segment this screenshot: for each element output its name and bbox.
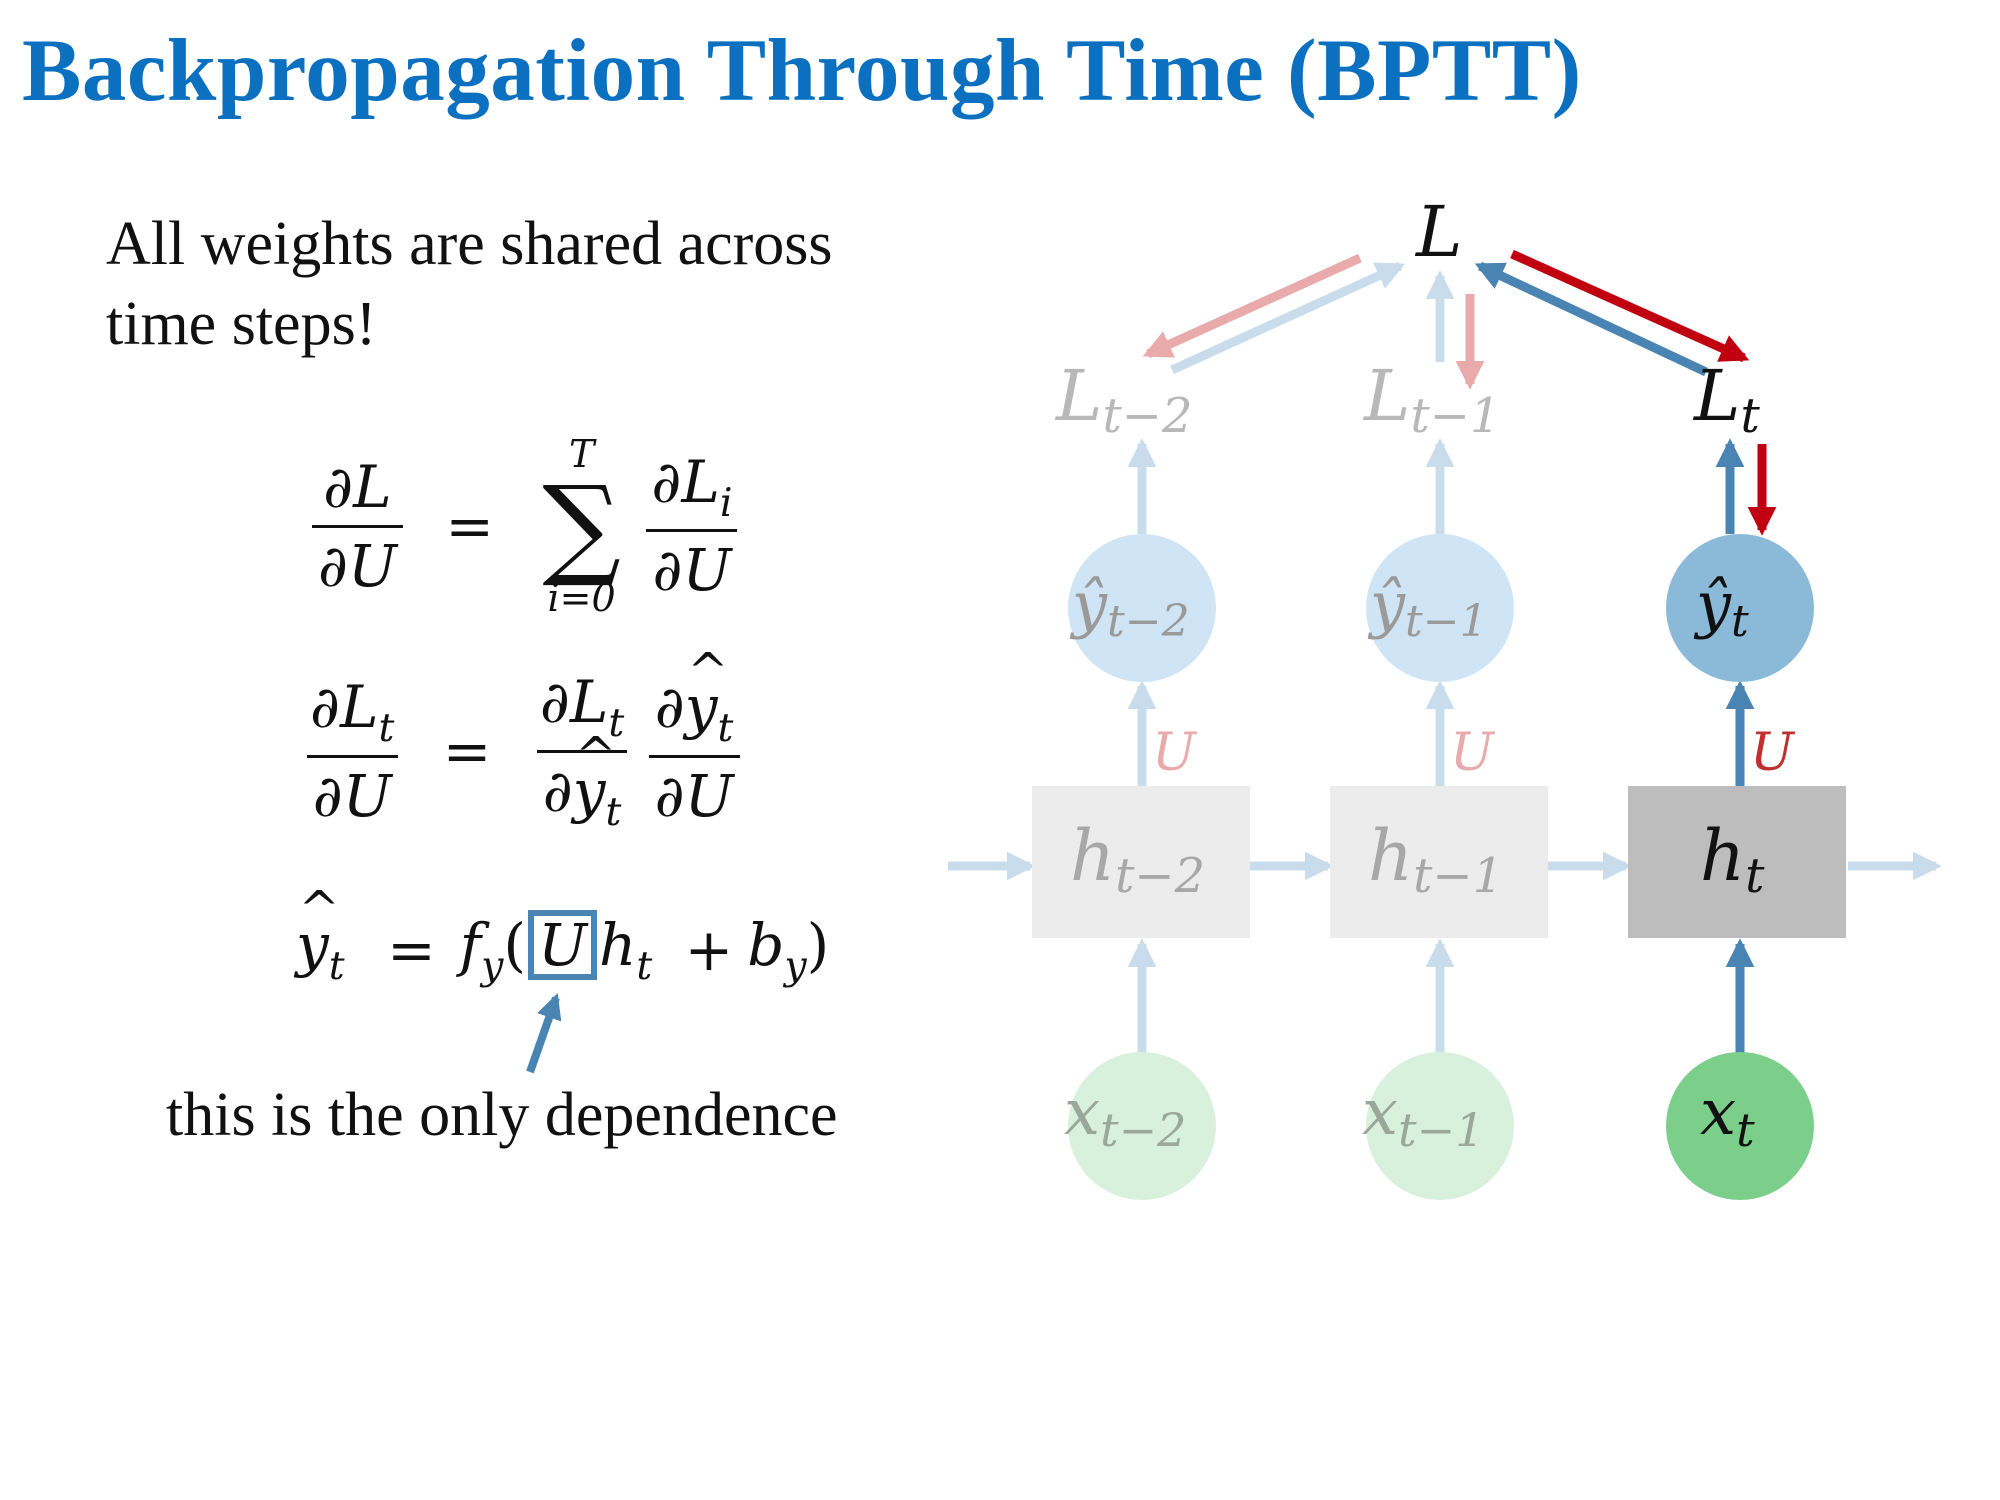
sum-lower-limit: i=0 [547, 576, 616, 620]
second-factor-denominator: ∂U [648, 754, 740, 830]
pointer-arrow [526, 993, 562, 1074]
lhs-numerator: ∂L [323, 452, 392, 521]
hidden-label-1: ht−2 [1070, 815, 1205, 904]
equation-total-gradient: ∂L ∂U = T ∑ i=0 ∂Li ∂U [312, 432, 738, 620]
highlighted-weight-U: U [528, 910, 597, 980]
input-node-2 [1366, 1052, 1514, 1200]
close-paren: ) [806, 911, 830, 979]
equation-chain-rule: ∂Lt ∂U = ∂Lt ∂yt ∂yt ∂U [304, 642, 740, 835]
loss-label-1: Lt−2 [1054, 355, 1193, 444]
hidden-node-2 [1330, 786, 1548, 938]
hidden-label-2: ht−1 [1368, 815, 1503, 904]
plus-sign: + [684, 915, 734, 984]
output-label-1: ŷt−2 [1069, 568, 1190, 647]
bias-b: b [747, 911, 785, 979]
equals-sign: = [442, 717, 492, 786]
hidden-label-3: ht [1700, 815, 1765, 904]
shared-weights-note: All weights are shared across time steps… [106, 210, 833, 358]
input-label-2: xt−1 [1362, 1076, 1484, 1157]
total-loss-label: L [1414, 191, 1462, 273]
rhs-fraction: ∂Li ∂U [645, 447, 738, 604]
summation: T ∑ i=0 [542, 432, 621, 620]
weight-label-3: U [1750, 723, 1796, 783]
input-node-1 [1068, 1052, 1216, 1200]
first-factor-denominator: ∂yt [536, 726, 628, 835]
loss-arrow-3 [1474, 261, 1708, 377]
lhs-numerator: ∂Lt [310, 672, 395, 751]
output-node-2 [1366, 534, 1514, 682]
output-label-2: ŷt−1 [1367, 568, 1488, 647]
lhs-fraction: ∂Lt ∂U [304, 673, 400, 830]
output-label-3: ŷt [1693, 568, 1749, 647]
equals-sign: = [445, 492, 494, 560]
first-factor: ∂Lt ∂yt [534, 668, 630, 835]
rhs-denominator: ∂U [646, 529, 738, 604]
second-factor: ∂yt ∂U [648, 642, 740, 830]
backprop-arrow-faded-1 [1142, 253, 1362, 359]
loss-label-2: Lt−1 [1362, 355, 1501, 444]
open-paren: ( [503, 911, 527, 979]
weight-label-1: U [1152, 723, 1198, 783]
input-label-1: xt−2 [1064, 1076, 1186, 1157]
output-symbol: y [296, 880, 339, 979]
input-label-3: xt [1700, 1076, 1755, 1157]
equation-output: yt =fy(Uht +by) [296, 880, 830, 988]
lhs-denominator: ∂U [312, 524, 403, 600]
hidden-node-3 [1628, 786, 1846, 938]
activation-f: f [459, 911, 482, 979]
input-node-3 [1666, 1052, 1814, 1200]
hidden-h: h [598, 911, 637, 979]
hidden-node-1 [1032, 786, 1250, 938]
lhs-fraction: ∂L ∂U [312, 453, 403, 600]
dependence-caption: this is the only dependence [166, 1081, 838, 1149]
second-factor-numerator: ∂yt [649, 642, 740, 755]
loss-label-3: Lt [1692, 355, 1760, 444]
weight-label-2: U [1450, 723, 1496, 783]
output-node-3 [1666, 534, 1814, 682]
backprop-arrow-from-L [1510, 249, 1750, 363]
rhs-numerator: ∂Li [651, 447, 733, 526]
sum-upper-limit: T [568, 432, 595, 476]
slide-title: Backpropagation Through Time (BPTT) [22, 22, 1582, 120]
sum-symbol: ∑ [542, 462, 621, 590]
lhs-denominator: ∂U [306, 754, 398, 830]
output-node-1 [1068, 534, 1216, 682]
loss-arrow-1 [1170, 261, 1406, 375]
equals-sign: = [387, 915, 436, 984]
